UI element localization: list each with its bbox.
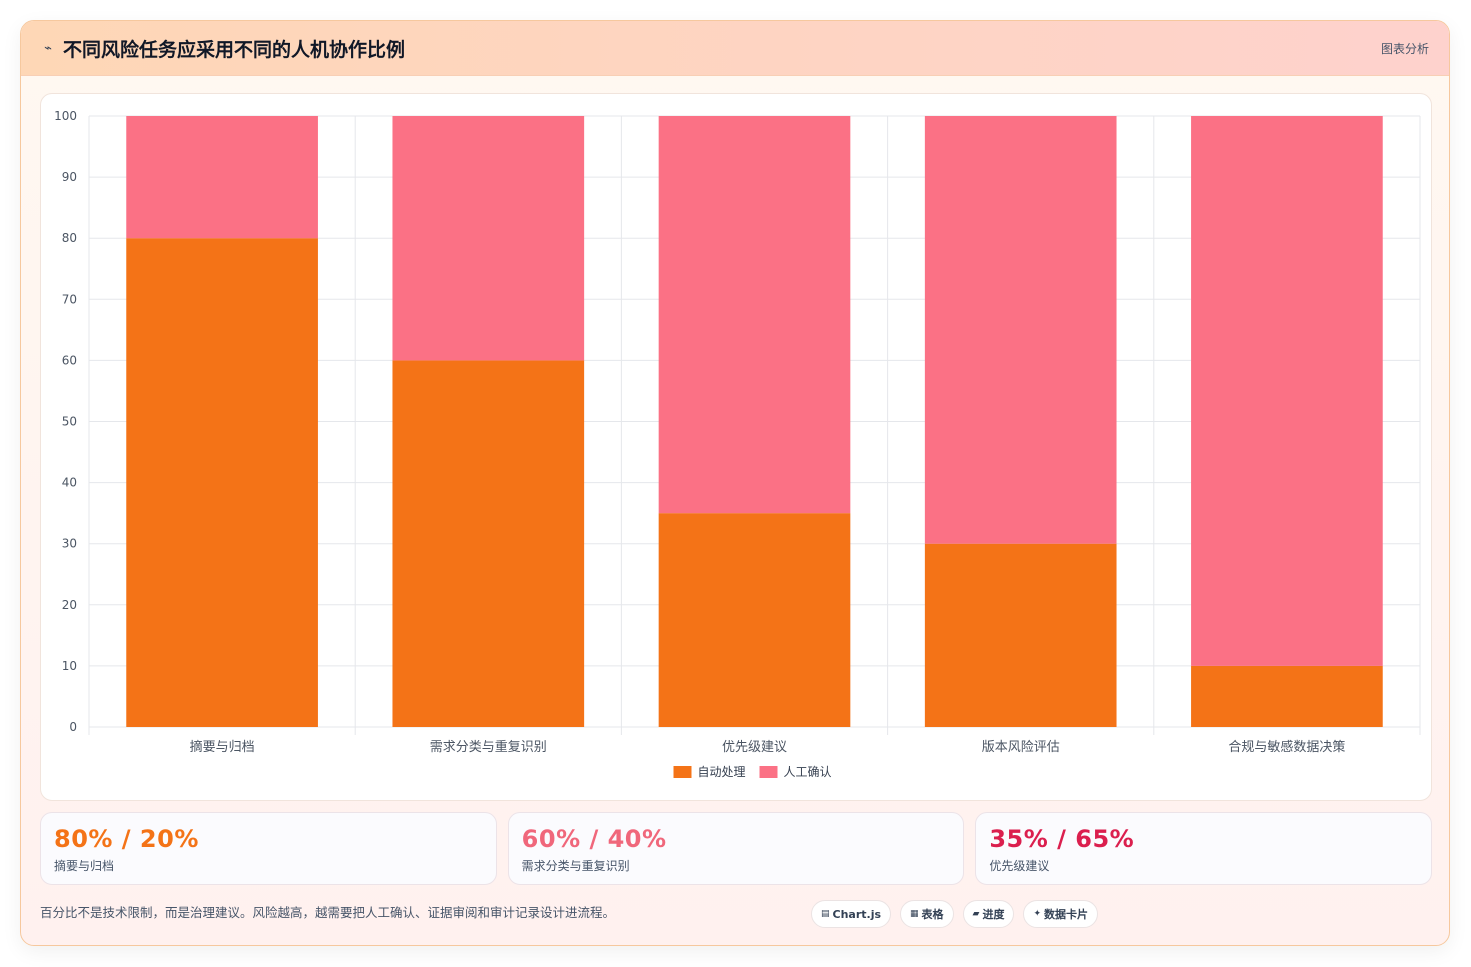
x-tick-label: 版本风险评估 xyxy=(982,740,1060,755)
y-tick-label: 100 xyxy=(54,109,77,123)
card-title: 不同风险任务应采用不同的人机协作比例 xyxy=(63,38,406,61)
chart-analysis-tag: 图表分析 xyxy=(1380,41,1429,56)
feature-badges: ▤ Chart.js ▦ 表格 ▰ 进度 ✦ 数据卡片 xyxy=(811,900,1099,928)
bar-segment xyxy=(924,116,1117,544)
y-tick-label: 50 xyxy=(62,415,77,429)
x-tick-label: 摘要与归档 xyxy=(190,739,255,755)
stacked-bar-chart: 0 10 20 30 40 50 60 70 80 90 100 摘要与归档 需求分类与重复识别 优先级建… xyxy=(54,109,1421,779)
header-left: ⌁ 不同风险任务应采用不同的人机协作比例 xyxy=(41,35,405,62)
bar-segment xyxy=(1191,116,1383,666)
bar-segment xyxy=(126,116,318,239)
badge-table[interactable]: ▦ 表格 xyxy=(900,900,954,928)
chart-card: ⌁ 不同风险任务应采用不同的人机协作比例 图表分析 0 10 20 30 40 50 60 7… xyxy=(20,20,1450,946)
bar-segment xyxy=(392,360,585,727)
stat-card: 60% / 40% 需求分类与重复识别 xyxy=(507,812,965,885)
stat-value: 80% / 20% xyxy=(54,825,199,853)
stat-value: 60% / 40% xyxy=(521,825,667,853)
y-tick-label: 70 xyxy=(62,292,77,306)
card-header: ⌁ 不同风险任务应采用不同的人机协作比例 图表分析 xyxy=(21,21,1449,76)
chart-panel: 0 10 20 30 40 50 60 70 80 90 100 摘要与归档 需求分类与重复识别 优先级建… xyxy=(40,93,1432,801)
legend-swatch xyxy=(759,766,778,778)
bar-segment xyxy=(1191,665,1383,727)
stat-card: 80% / 20% 摘要与归档 xyxy=(40,812,497,885)
badge-data-card[interactable]: ✦ 数据卡片 xyxy=(1023,900,1099,928)
chart-decor-icon: ⌁ xyxy=(44,40,52,56)
bar-segment xyxy=(658,116,851,514)
x-tick-label: 优先级建议 xyxy=(722,740,787,755)
bar-segment xyxy=(658,513,851,727)
stat-card: 35% / 65% 优先级建议 xyxy=(975,812,1433,885)
y-tick-label: 20 xyxy=(62,598,77,612)
y-tick-label: 30 xyxy=(62,537,77,551)
stat-label: 需求分类与重复识别 xyxy=(521,859,630,873)
bar-segment xyxy=(392,116,585,361)
legend-swatch xyxy=(673,766,692,778)
x-tick-label: 合规与敏感数据决策 xyxy=(1228,739,1345,755)
bar-segment xyxy=(126,238,318,727)
y-tick-label: 80 xyxy=(62,231,77,245)
badge-label: Chart.js xyxy=(832,907,882,921)
progress-icon: ▰ xyxy=(972,909,980,919)
sparkle-icon: ✦ xyxy=(1033,909,1042,919)
y-tick-label: 10 xyxy=(62,659,77,673)
badge-label: 数据卡片 xyxy=(1044,908,1089,921)
stat-cards: 80% / 20% 摘要与归档 60% / 40% 需求分类与重复识别 35% … xyxy=(40,812,1433,885)
legend-label: 人工确认 xyxy=(784,765,832,779)
table-icon: ▦ xyxy=(910,909,919,919)
y-tick-label: 0 xyxy=(69,720,77,734)
badge-label: 表格 xyxy=(921,908,944,921)
bar-segment xyxy=(924,543,1117,727)
y-tick-label: 60 xyxy=(62,353,77,367)
x-tick-label: 需求分类与重复识别 xyxy=(430,739,547,755)
badge-progress[interactable]: ▰ 进度 xyxy=(962,900,1015,928)
footer-note: 百分比不是技术限制，而是治理建议。风险越高，越需要把人工确认、证据审阅和审计记录… xyxy=(40,905,616,920)
y-tick-label: 90 xyxy=(62,170,77,184)
y-tick-label: 40 xyxy=(62,476,77,490)
stat-label: 摘要与归档 xyxy=(54,859,115,873)
badge-label: 进度 xyxy=(982,908,1005,921)
legend-label: 自动处理 xyxy=(698,765,746,779)
stat-label: 优先级建议 xyxy=(989,859,1050,873)
chart-icon: ▤ xyxy=(821,909,830,919)
badge-chartjs[interactable]: ▤ Chart.js xyxy=(811,900,892,928)
stat-value: 35% / 65% xyxy=(989,825,1135,853)
